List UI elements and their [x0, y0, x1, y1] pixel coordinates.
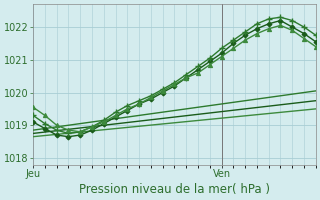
X-axis label: Pression niveau de la mer( hPa ): Pression niveau de la mer( hPa ) — [79, 183, 270, 196]
